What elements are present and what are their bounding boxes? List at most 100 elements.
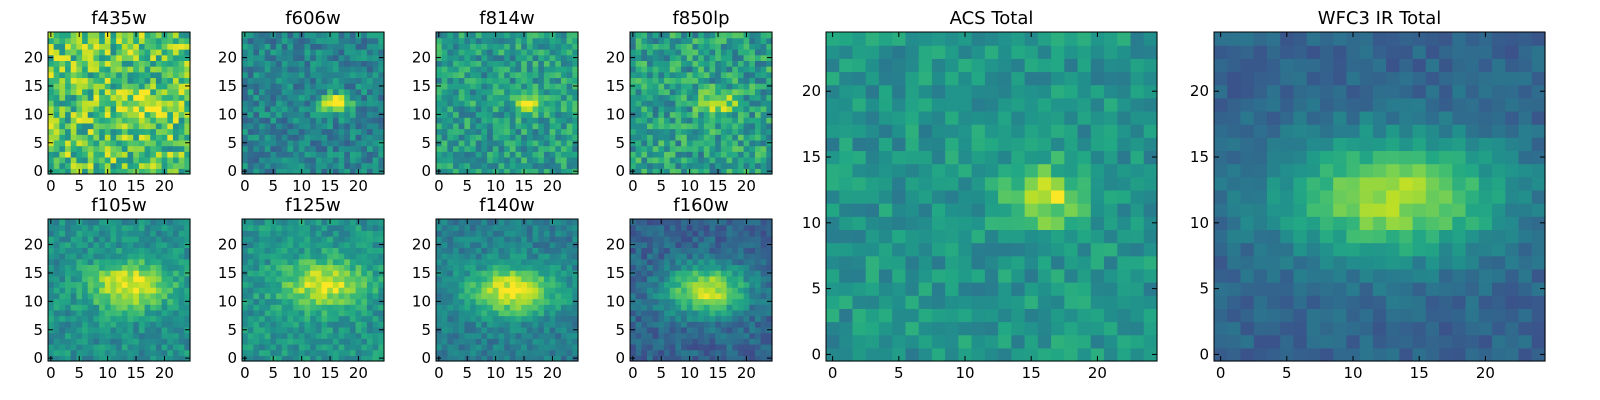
pixel-cell [703, 332, 711, 339]
pixel-cell [726, 83, 733, 90]
pixel-cell [526, 241, 534, 248]
pixel-cell [504, 326, 511, 334]
pixel-cell [70, 60, 77, 67]
pixel-cell [664, 60, 671, 67]
pixel-cell [138, 134, 146, 141]
pixel-cell [99, 168, 106, 175]
pixel-cell [737, 298, 745, 305]
pixel-cell [327, 270, 334, 277]
pixel-cell [538, 321, 545, 328]
pixel-cell [766, 343, 773, 351]
y-tick-label: 10 [24, 105, 43, 123]
pixel-cell [470, 219, 477, 226]
pixel-cell [532, 326, 539, 334]
pixel-cell [492, 275, 500, 283]
pixel-cell [144, 241, 151, 248]
pixel-cell [630, 66, 637, 73]
pixel-cell [281, 281, 289, 288]
pixel-cell [726, 343, 733, 351]
pixel-cell [475, 49, 483, 56]
pixel-cell [658, 71, 665, 79]
pixel-cell [630, 343, 637, 351]
pixel-cell [161, 332, 168, 339]
pixel-cell [70, 77, 77, 84]
pixel-cell [681, 37, 688, 44]
pixel-cell [304, 343, 311, 351]
pixel-cell [293, 83, 300, 90]
pixel-cell [737, 162, 745, 169]
pixel-cell [178, 111, 185, 118]
pixel-cell [93, 332, 100, 339]
y-tick-label: 5 [33, 321, 43, 339]
pixel-cell [161, 66, 168, 73]
pixel-cell [521, 71, 528, 79]
pixel-cell [543, 54, 551, 61]
pixel-cell [453, 332, 460, 339]
pixel-cell [87, 122, 95, 130]
pixel-cell [647, 315, 654, 322]
pixel-cell [247, 309, 254, 317]
pixel-cell [172, 122, 180, 130]
pixel-cell [709, 298, 716, 305]
pixel-cell [287, 43, 294, 50]
pixel-cell [287, 151, 294, 158]
pixel-cell [293, 253, 300, 260]
pixel-cell [315, 264, 323, 271]
pixel-cell [475, 117, 483, 124]
pixel-cell [664, 151, 671, 158]
pixel-cell [515, 71, 522, 79]
pixel-cell [293, 275, 300, 283]
pixel-cell [127, 298, 134, 305]
pixel-cell [298, 326, 306, 334]
pixel-cell [686, 83, 694, 90]
pixel-cell [549, 270, 556, 277]
pixel-cell [65, 49, 72, 56]
pixel-cell [48, 43, 55, 50]
pixel-cell [635, 304, 642, 311]
pixel-cell [82, 253, 89, 260]
pixel-cell [664, 54, 671, 61]
pixel-cell [526, 117, 534, 124]
pixel-cell [121, 77, 129, 84]
pixel-cell [555, 32, 562, 39]
pixel-cell [749, 343, 756, 351]
pixel-cell [310, 83, 317, 90]
pixel-cell [760, 122, 767, 130]
pixel-cell [686, 43, 694, 50]
pixel-cell [515, 100, 522, 107]
pixel-cell [464, 309, 471, 317]
pixel-cell [526, 105, 534, 113]
pixel-cell [361, 247, 368, 254]
pixel-cell [253, 332, 260, 339]
pixel-cell [344, 264, 351, 271]
pixel-cell [538, 264, 545, 271]
pixel-cell [630, 338, 637, 345]
pixel-cell [749, 49, 756, 56]
pixel-cell [441, 292, 448, 300]
x-tick-label: 15 [320, 364, 339, 382]
pixel-cell [270, 281, 277, 288]
pixel-cell [464, 321, 471, 328]
pixel-cell [566, 128, 573, 135]
pixel-cell [504, 236, 511, 243]
pixel-cell [481, 134, 488, 141]
pixel-cell [498, 292, 505, 300]
pixel-cell [127, 224, 134, 231]
pixel-cell [116, 145, 123, 152]
pixel-cell [287, 219, 294, 226]
pixel-cell [453, 230, 460, 237]
pixel-cell [515, 338, 522, 345]
pixel-cell [321, 349, 328, 356]
pixel-cell [754, 37, 762, 44]
pixel-cell [681, 355, 688, 362]
pixel-cell [121, 326, 129, 334]
pixel-cell [70, 156, 77, 164]
pixel-cell [270, 54, 277, 61]
pixel-cell [116, 298, 123, 305]
pixel-cell [652, 275, 659, 283]
pixel-cell [264, 117, 271, 124]
pixel-cell [242, 94, 249, 101]
pixel-cell [172, 49, 180, 56]
pixel-cell [481, 236, 488, 243]
pixel-cell [652, 128, 659, 135]
